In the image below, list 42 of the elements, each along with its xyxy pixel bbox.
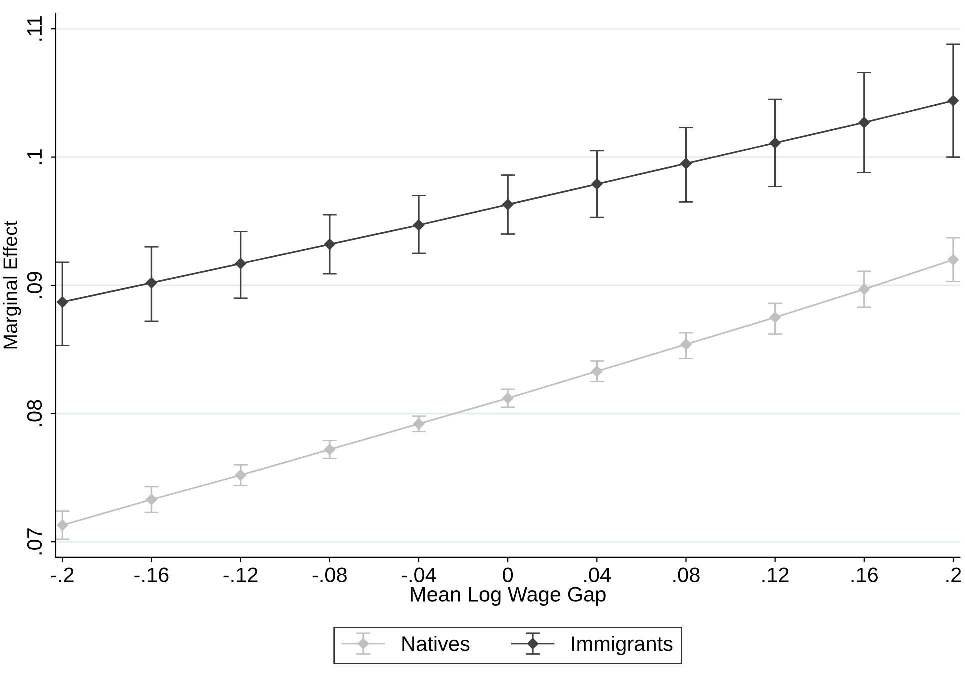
legend-label: Natives [402,636,470,652]
y-tick-label: .08 [27,400,42,426]
point [592,366,603,378]
y-tick-label: .09 [27,272,42,298]
x-tick-label: .2 [946,568,962,582]
y-tick-label: .07 [27,528,42,555]
x-tick-label: -.04 [402,568,436,582]
point [146,277,158,289]
x-tick-label: .04 [584,568,612,582]
point [502,392,514,404]
point [948,95,960,106]
x-tick-label: .08 [674,568,700,582]
point [57,296,68,308]
x-tick-label: -.12 [224,568,258,582]
point [948,254,960,266]
point [770,138,781,149]
x-tick-label: -.2 [51,568,74,582]
point [57,520,68,532]
x-tick-label: 0 [503,568,514,582]
point [770,312,781,324]
x-tick-label: -.08 [312,568,347,582]
point [592,178,603,190]
point [235,470,246,481]
point [502,199,514,210]
point [858,284,870,296]
point [413,220,425,231]
x-tick-label: .12 [762,568,789,582]
y-axis-title: Marginal Effect [3,221,22,349]
legend-label: Immigrants [572,636,673,656]
point [324,444,336,456]
point [858,117,870,128]
point [235,258,246,270]
x-tick-label: .16 [852,568,878,582]
point [680,338,692,350]
x-axis-title: Mean Log Wage Gap [411,587,606,606]
point [146,494,158,506]
point [324,238,336,250]
y-tick-label: .11 [28,16,42,41]
y-tick-label: .1 [28,150,42,164]
x-tick-label: -.16 [134,568,169,582]
point [413,418,425,430]
point [680,158,692,170]
